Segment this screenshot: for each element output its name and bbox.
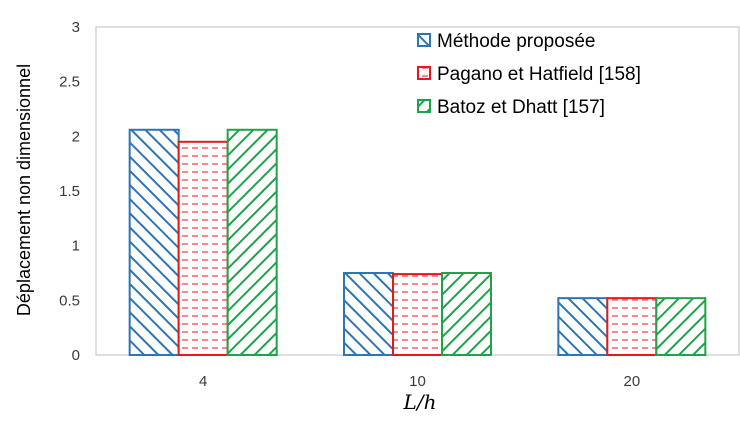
legend-swatch	[417, 66, 431, 80]
legend: Méthode proposée Pagano et Hatfield [158]…	[417, 31, 641, 118]
x-tick-label: 20	[623, 373, 640, 390]
y-tick-label: 0	[72, 347, 80, 364]
y-tick-label: 1.5	[59, 183, 80, 200]
legend-label: Batoz et Dhatt [157]	[437, 97, 605, 118]
legend-swatch	[417, 99, 431, 113]
y-tick-label: 3	[72, 19, 80, 36]
y-axis-title: Déplacement non dimensionnel	[14, 64, 34, 316]
bar-2-20	[606, 297, 658, 356]
bar-1-4	[128, 128, 180, 356]
y-axis: 0 0.5 1 1.5 2 2.5 3	[59, 19, 80, 364]
bar-1-20	[557, 297, 609, 356]
y-tick-label: 2	[72, 128, 80, 145]
y-tick-label: 0.5	[59, 292, 80, 309]
bar-3-10	[441, 272, 492, 356]
x-axis-title: L/h	[403, 390, 437, 414]
legend-label: Pagano et Hatfield [158]	[437, 64, 641, 85]
x-tick-label: 10	[409, 373, 426, 390]
bar-series	[128, 128, 707, 356]
y-tick-label: 2.5	[59, 74, 80, 91]
legend-swatch	[417, 33, 431, 47]
bar-3-4	[226, 128, 278, 356]
x-axis: 4 10 20	[199, 373, 640, 390]
bar-3-20	[655, 297, 707, 356]
legend-label: Méthode proposée	[437, 31, 595, 52]
x-tick-label: 4	[199, 373, 207, 390]
y-tick-label: 1	[72, 238, 80, 255]
bar-2-4	[177, 140, 229, 356]
bar-2-10	[392, 273, 443, 356]
bar-1-10	[343, 272, 394, 356]
